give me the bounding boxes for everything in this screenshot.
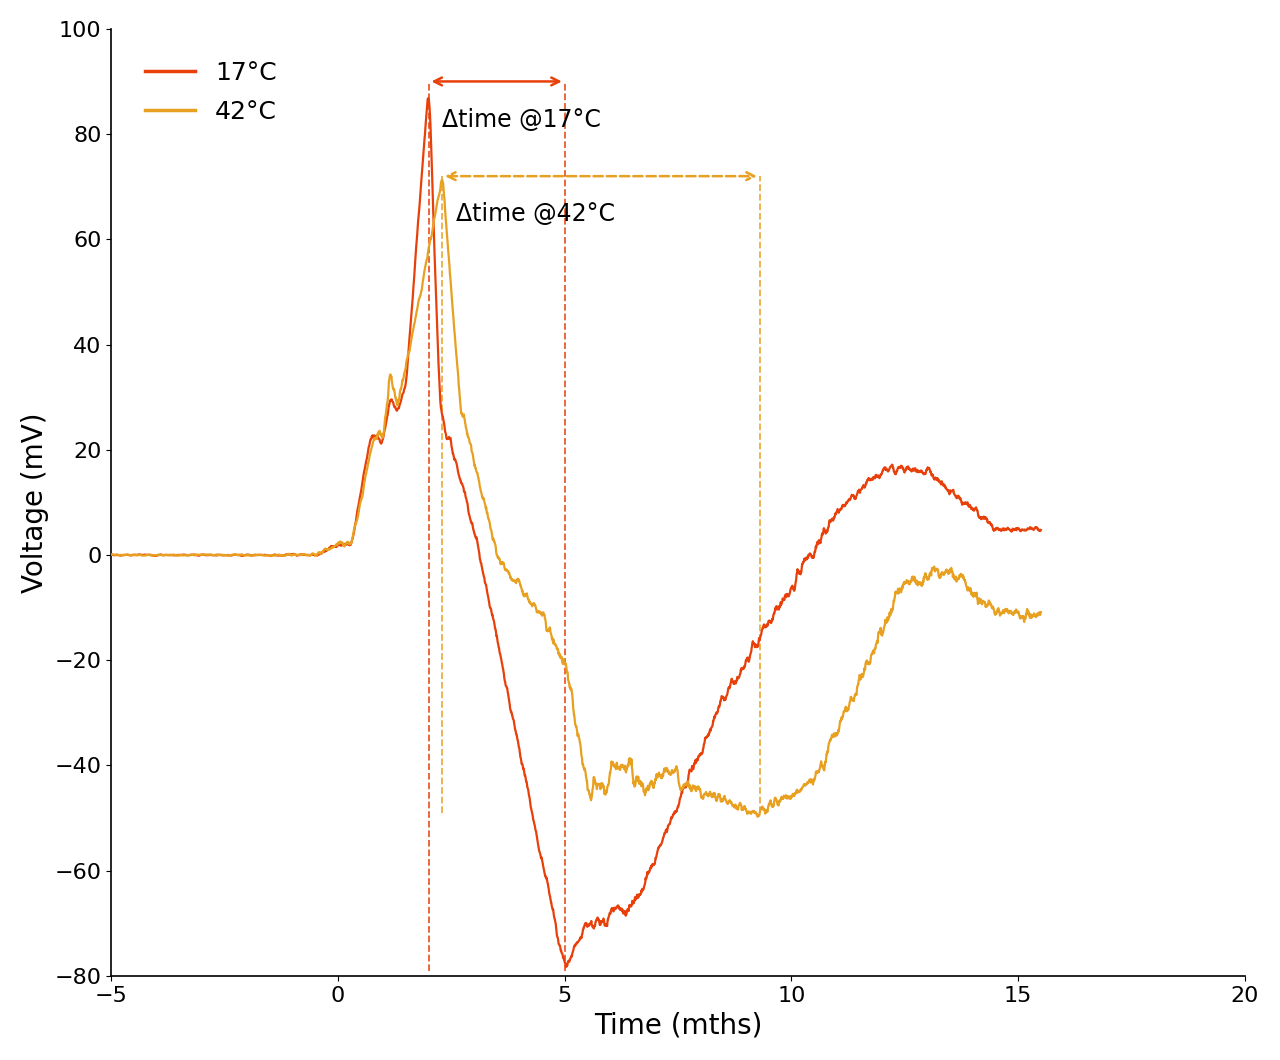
Y-axis label: Voltage (mV): Voltage (mV) [20, 412, 49, 593]
Legend: 17°C, 42°C: 17°C, 42°C [134, 51, 287, 134]
Text: Δtime @42°C: Δtime @42°C [456, 202, 614, 227]
Text: Δtime @17°C: Δtime @17°C [442, 108, 602, 131]
X-axis label: Time (mths): Time (mths) [594, 1011, 762, 1039]
